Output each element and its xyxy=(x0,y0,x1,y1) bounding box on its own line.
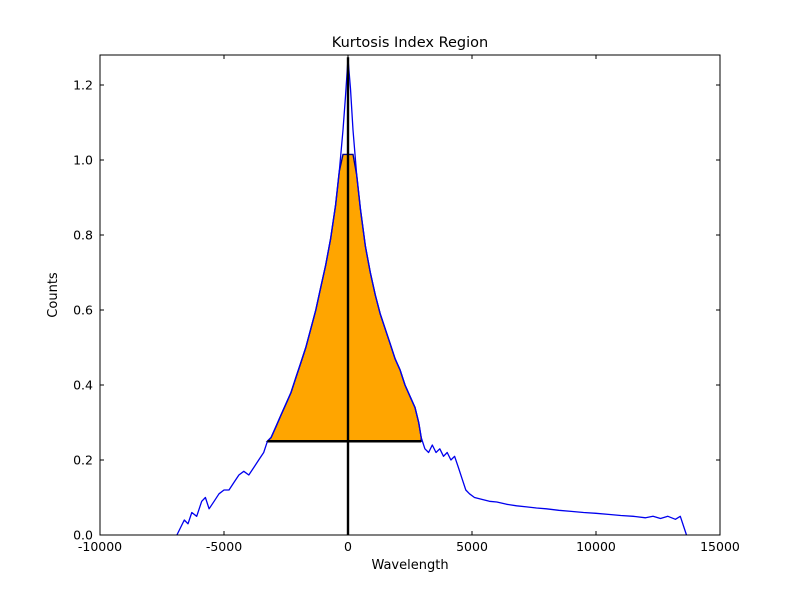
y-tick-label: 1.2 xyxy=(73,78,93,93)
x-tick-label: 5000 xyxy=(456,539,488,554)
frame-layer xyxy=(99,54,721,536)
text-layer: Kurtosis Index Region Wavelength Counts xyxy=(46,35,488,573)
y-axis-label: Counts xyxy=(46,272,61,318)
plot-frame xyxy=(99,54,721,536)
plot-title: Kurtosis Index Region xyxy=(332,35,488,51)
fill-region xyxy=(265,153,422,442)
y-tick-label: 0.2 xyxy=(73,453,93,468)
y-tick-label: 1.0 xyxy=(73,153,93,168)
x-axis-label: Wavelength xyxy=(371,558,448,573)
x-tick-label: -10000 xyxy=(78,539,122,554)
y-tick-label: 0.6 xyxy=(73,303,93,318)
y-tick-label: 0.4 xyxy=(73,378,93,393)
fill-layer xyxy=(265,153,422,442)
y-tick-label: 0.8 xyxy=(73,228,93,243)
curve-layer xyxy=(176,58,688,536)
x-tick-label: 10000 xyxy=(576,539,616,554)
data-curve xyxy=(176,58,688,536)
x-tick-label: 15000 xyxy=(700,539,740,554)
annotation-layer xyxy=(267,57,422,535)
x-tick-label: 0 xyxy=(344,539,352,554)
tick-layer: -10000 -5000 0 5000 10000 15000 0.0 0.2 0.4 0.6 0.… xyxy=(73,55,740,554)
x-tick-label: -5000 xyxy=(206,539,242,554)
y-tick-label: 0.0 xyxy=(73,528,93,543)
